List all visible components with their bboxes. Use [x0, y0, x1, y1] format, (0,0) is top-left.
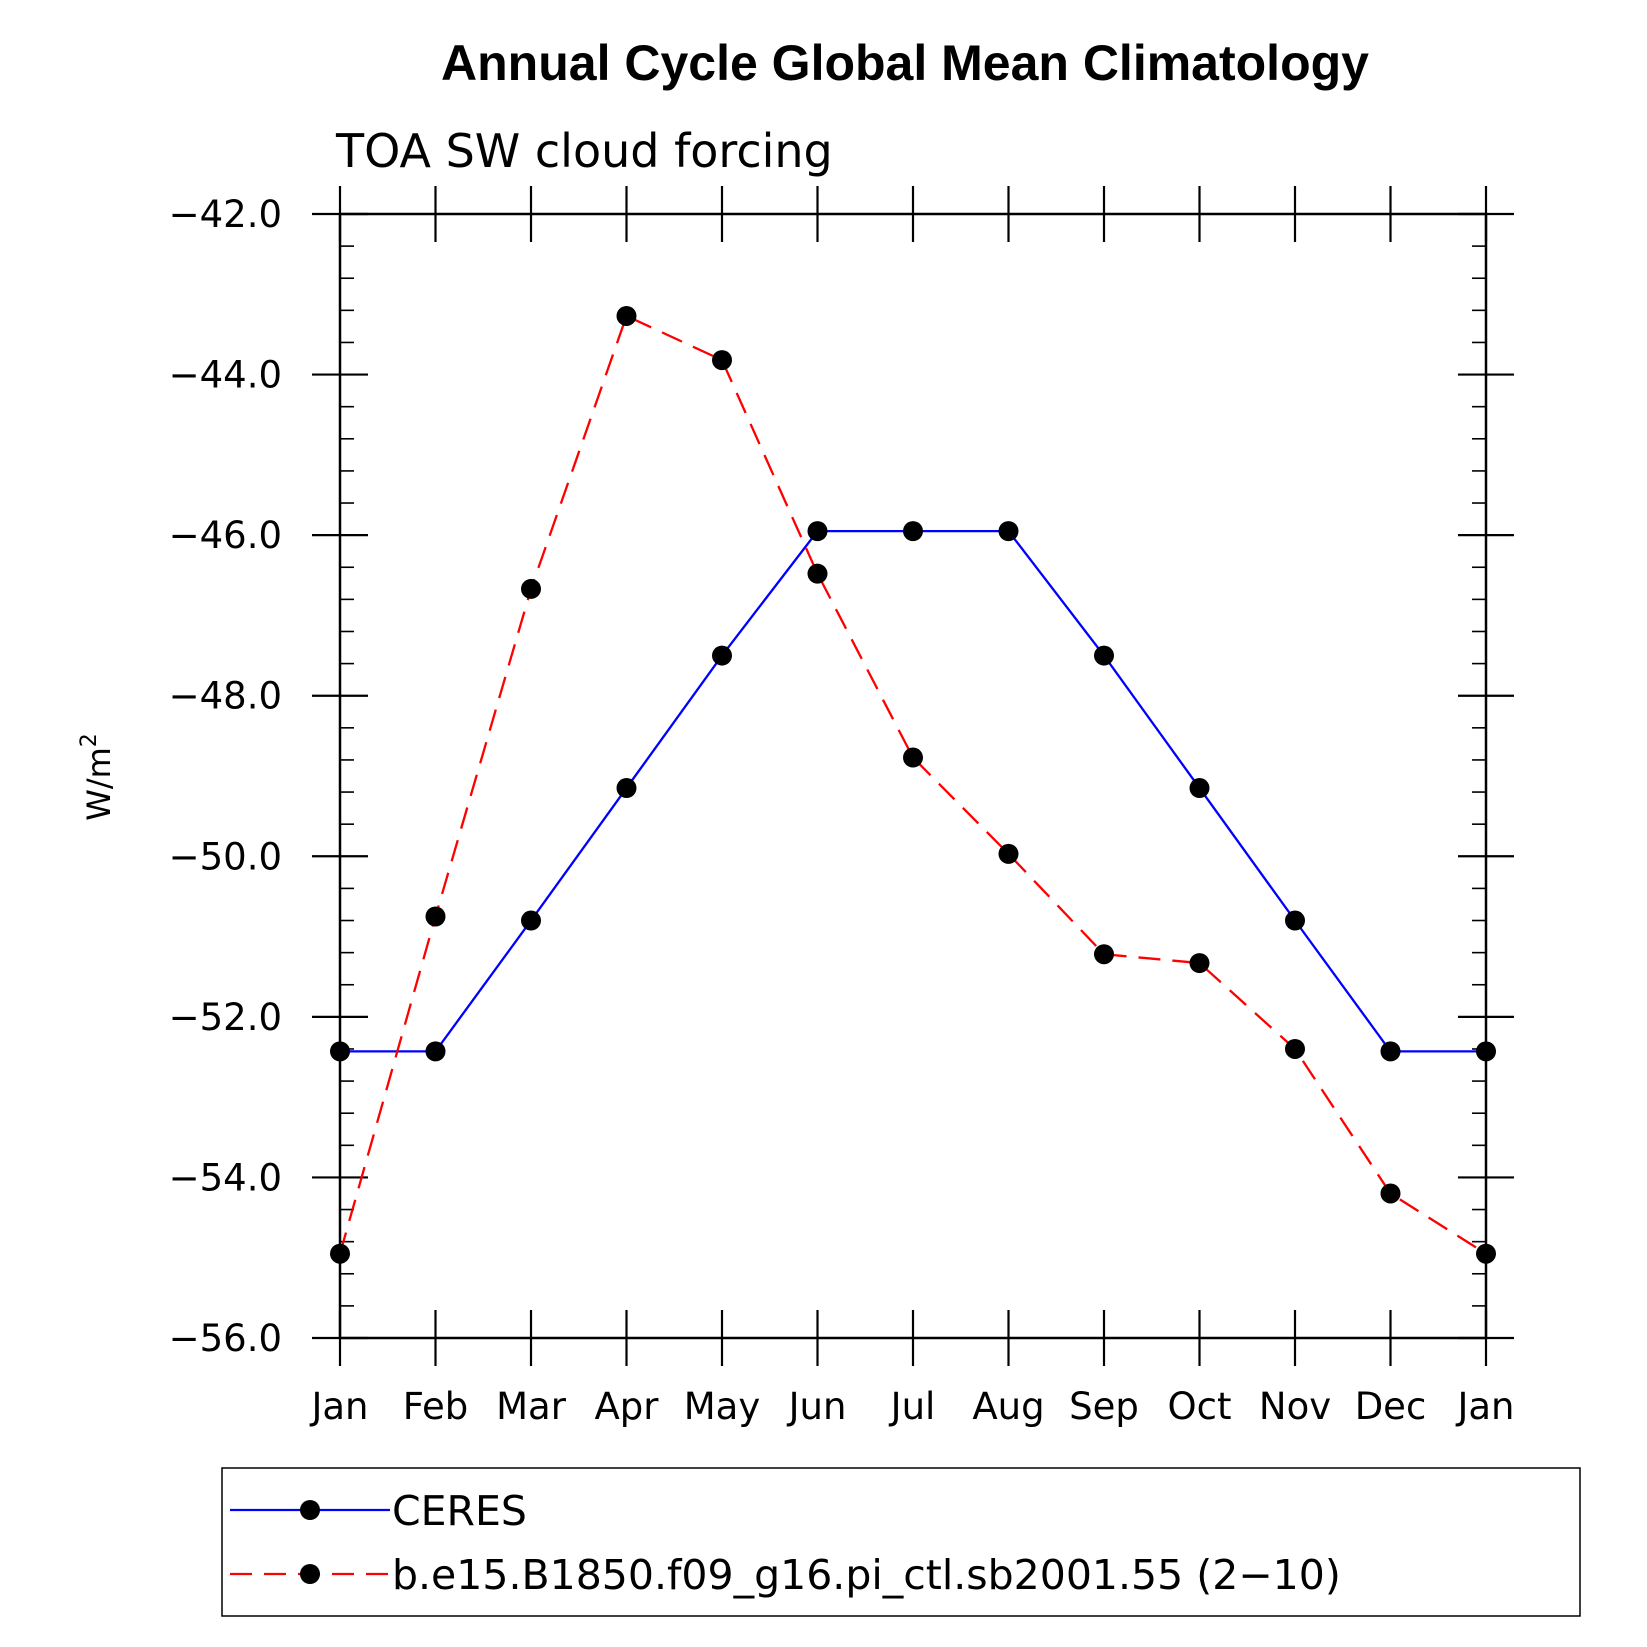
series-line-1 [340, 529, 1486, 1053]
series-1-point [1476, 1041, 1496, 1062]
series-2-point [616, 305, 637, 326]
series-1-point [1380, 1041, 1401, 1062]
chart-subtitle: TOA SW cloud forcing [335, 124, 833, 178]
series-2-point [1094, 944, 1114, 965]
x-tick-label: Jan [1455, 1385, 1514, 1428]
y-axis-label: W/m2 [77, 733, 118, 821]
x-tick-label: Jan [309, 1385, 368, 1428]
series-2-point [1189, 953, 1210, 974]
y-tick-label: −46.0 [169, 514, 282, 557]
legend-box [221, 1467, 1581, 1617]
y-tick-label: −56.0 [169, 1317, 282, 1360]
series-2-point [425, 906, 446, 927]
x-tick-label: Oct [1168, 1385, 1232, 1428]
series-1-point [712, 645, 732, 666]
x-tick-label: Apr [594, 1385, 659, 1428]
series-1-point [998, 521, 1019, 542]
x-tick-label: May [684, 1385, 761, 1428]
legend-marker-1 [300, 1500, 320, 1520]
y-axis-label-superscript: 2 [77, 733, 102, 747]
legend-label-1: CERES [392, 1487, 527, 1535]
series-2-point [1380, 1183, 1401, 1204]
x-tick-label: Dec [1355, 1385, 1427, 1428]
y-tick-label: −52.0 [169, 996, 282, 1039]
series-1-point [616, 778, 637, 799]
y-tick-label: −50.0 [169, 835, 282, 878]
x-tick-label: Jun [787, 1385, 847, 1428]
x-tick-label: Nov [1259, 1385, 1331, 1428]
x-tick-label: Feb [403, 1385, 469, 1428]
x-tick-label: Aug [972, 1385, 1044, 1428]
series-2-point [330, 1243, 350, 1264]
series-1-point [807, 521, 828, 542]
series-1-point [425, 1041, 446, 1062]
x-tick-label: Mar [496, 1385, 567, 1428]
series-1-point [1189, 778, 1210, 799]
y-tick-label: −54.0 [169, 1156, 282, 1199]
series-2-point [903, 747, 923, 768]
plot-area: Jan Feb Mar Apr May Jun Jul Aug Sep Oct Nov Dec Jan−… [169, 186, 1515, 1428]
y-tick-label: −48.0 [169, 675, 282, 718]
series-1-point [1094, 645, 1114, 666]
y-axis-label-text: W/m [80, 747, 118, 821]
plot-frame [338, 212, 1488, 1340]
y-tick-label: −42.0 [169, 193, 282, 236]
legend: CERES b.e15.B1850.f09_g16.pi_ctl.sb2001.5… [230, 1487, 1341, 1599]
chart-title: Annual Cycle Global Mean Climatology [441, 35, 1369, 91]
y-tick-label: −44.0 [169, 354, 282, 397]
series-1-point [330, 1041, 350, 1062]
legend-label-2: b.e15.B1850.f09_g16.pi_ctl.sb2001.55 (2−… [392, 1551, 1341, 1599]
series-2-point [521, 578, 541, 599]
series-2-point [712, 350, 732, 371]
x-tick-label: Jul [889, 1385, 936, 1428]
series-2-point [1285, 1038, 1305, 1059]
series-2-point [807, 563, 828, 584]
series-1-point [1285, 910, 1305, 931]
series-2-point [1476, 1243, 1496, 1264]
series-1-point [903, 521, 923, 542]
x-tick-label: Sep [1069, 1385, 1139, 1428]
series-line-2 [338, 314, 1487, 1255]
svg-text:W/m2: W/m2 [77, 733, 118, 821]
series-1-point [521, 910, 541, 931]
series-2-point [998, 843, 1019, 864]
legend-marker-2 [300, 1564, 320, 1584]
